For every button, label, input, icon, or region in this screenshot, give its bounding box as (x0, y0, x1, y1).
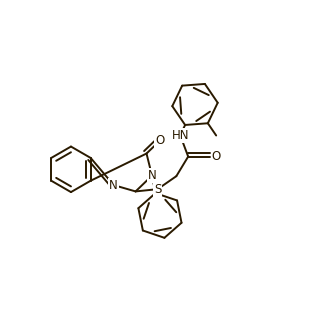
Text: N: N (148, 169, 156, 182)
Text: O: O (212, 150, 221, 163)
Text: O: O (155, 134, 165, 147)
Text: N: N (109, 179, 118, 192)
Text: S: S (154, 183, 161, 196)
Text: HN: HN (171, 129, 189, 142)
